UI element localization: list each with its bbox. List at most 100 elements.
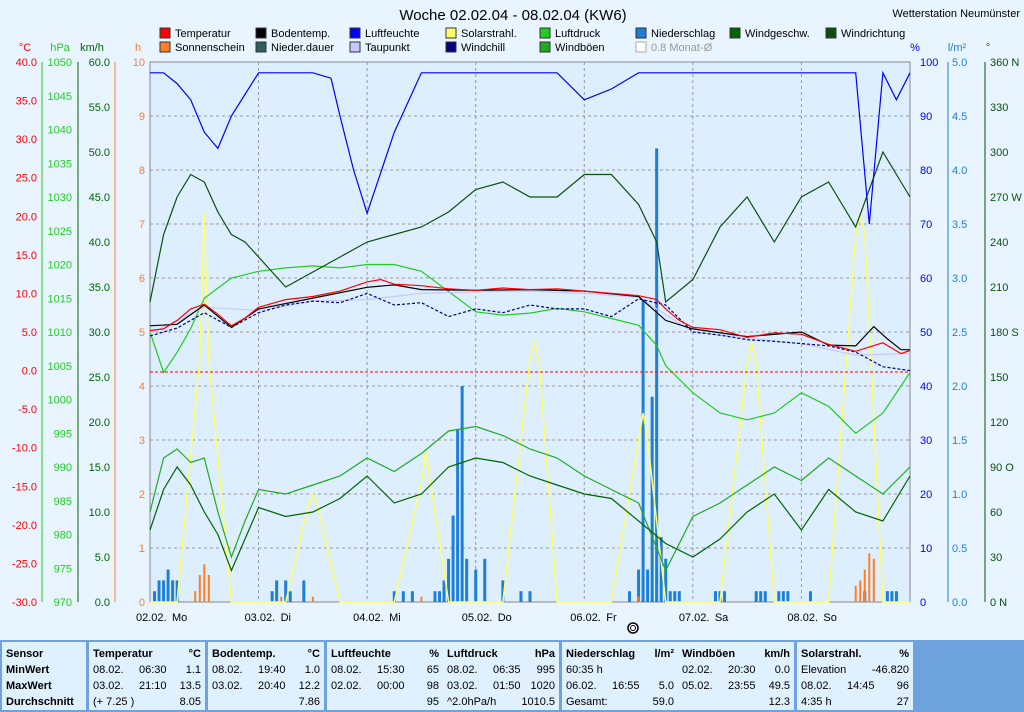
legend-item: Windrichtung: [825, 27, 905, 40]
stats-row-min: MinWert: [6, 664, 50, 676]
bar-niederschlag: [451, 515, 455, 602]
x-tick-label: 02.02.: [136, 612, 167, 624]
humidity-unit-label: %: [910, 42, 920, 54]
legend-swatch: [635, 41, 647, 53]
bar-niederschlag: [284, 580, 288, 602]
dir-tick-label: 240: [990, 237, 1008, 249]
rain-tick-label: 1.5: [952, 435, 967, 447]
bar-niederschlag: [759, 591, 763, 602]
bar-niederschlag: [474, 569, 478, 602]
bar-niederschlag: [650, 396, 654, 602]
bar-sonnenschein: [311, 596, 314, 602]
legend-swatch: [539, 41, 551, 53]
stats-cell-value: 1010.5: [521, 696, 555, 708]
stats-cell-date: 03.02.: [93, 680, 124, 692]
stats-column: Luftdruck hPa 08.02. 06:35 995 03.02. 01:50 102…: [443, 642, 559, 710]
stats-cell-time: (+ 7.25 ): [93, 696, 135, 708]
legend-swatch: [539, 27, 551, 39]
bar-niederschlag: [668, 591, 672, 602]
x-tick-label: 05.02.: [462, 612, 493, 624]
stats-row: 03.02. 21:10 13.5: [93, 678, 201, 694]
legend-label: Temperatur: [175, 28, 231, 40]
bar-sonnenschein: [194, 591, 197, 602]
stats-cell-time: 23:55: [728, 680, 756, 692]
hours-tick-label: 9: [139, 111, 145, 123]
stats-cell-date: 05.02.: [682, 680, 713, 692]
legend-label: Solarstrahl.: [461, 28, 517, 40]
bar-niederschlag: [447, 558, 451, 602]
pressure-tick-label: 1045: [48, 91, 72, 103]
hours-tick-label: 6: [139, 273, 145, 285]
humidity-tick-label: 90: [920, 111, 932, 123]
pressure-tick-label: 1025: [48, 226, 72, 238]
stats-cell-time: ^2.0hPa/h: [447, 696, 497, 708]
bar-niederschlag: [655, 148, 659, 602]
stats-header-sensor: Sensor: [6, 648, 44, 660]
legend-item: Windchill: [445, 41, 505, 54]
wind-tick-label: 5.0: [95, 552, 110, 564]
bar-sonnenschein: [280, 596, 283, 602]
stats-row: 02.02. 00:00 98: [331, 678, 439, 694]
stats-row: 03.02. 01:50 1020: [447, 678, 555, 694]
humidity-tick-label: 20: [920, 489, 932, 501]
stats-column-name: Luftfeuchte: [331, 648, 391, 660]
hours-tick-label: 8: [139, 165, 145, 177]
pressure-tick-label: 1010: [48, 327, 72, 339]
legend-item: Taupunkt: [349, 41, 410, 54]
bar-niederschlag: [664, 558, 668, 602]
bar-niederschlag: [885, 591, 889, 602]
stats-column-name: Temperatur: [93, 648, 153, 660]
rain-tick-label: 2.5: [952, 327, 967, 339]
hours-tick-label: 5: [139, 327, 145, 339]
wind-tick-label: 35.0: [89, 282, 110, 294]
stats-cell-date: 02.02.: [682, 664, 713, 676]
temp-tick-label: -20.0: [12, 520, 37, 532]
stats-cell-value: 7.86: [298, 696, 320, 708]
x-tick-label: Sa: [715, 612, 729, 624]
legend-swatch: [445, 41, 457, 53]
bar-niederschlag: [171, 580, 175, 602]
bar-sonnenschein: [872, 558, 875, 602]
stats-row: 05.02. 23:55 49.5: [682, 678, 790, 694]
stats-row: 08.02. 06:35 995: [447, 662, 555, 678]
axis-unit-labels: °C hPa km/h h % l/m² °: [19, 42, 990, 54]
humidity-tick-label: 70: [920, 219, 932, 231]
temp-tick-label: 20.0: [16, 211, 37, 223]
rain-tick-label: 0.0: [952, 597, 967, 609]
bar-sonnenschein: [420, 596, 423, 602]
stats-row: 4:35 h 27: [801, 694, 909, 710]
bar-niederschlag: [894, 591, 898, 602]
stats-row: 02.02. 20:30 0.0: [682, 662, 790, 678]
wind-tick-label: 50.0: [89, 147, 110, 159]
stats-cell-date: 08.02.: [447, 664, 478, 676]
bars: [153, 148, 898, 602]
pressure-tick-label: 975: [54, 563, 72, 575]
pressure-tick-label: 1020: [48, 260, 72, 272]
wind-tick-label: 10.0: [89, 507, 110, 519]
legend-label: Bodentemp.: [271, 28, 330, 40]
temp-tick-label: 0.0: [22, 366, 37, 378]
series-line: [149, 278, 911, 355]
wind-tick-label: 40.0: [89, 237, 110, 249]
bar-niederschlag: [483, 558, 487, 602]
stats-column: Solarstrahl.% Elevation -46.820 08.02. 14:45…: [797, 642, 913, 710]
hours-tick-label: 2: [139, 489, 145, 501]
x-tick-label: Fr: [606, 612, 617, 624]
temp-tick-label: 35.0: [16, 96, 37, 108]
bar-niederschlag: [153, 591, 157, 602]
stats-row: Elevation -46.820: [801, 662, 909, 678]
hours-tick-label: 4: [139, 381, 145, 393]
stats-column-unit: km/h: [764, 648, 790, 660]
bar-niederschlag: [433, 591, 437, 602]
rain-unit-label: l/m²: [948, 42, 967, 54]
stats-cell-value: 1020: [530, 680, 555, 692]
bar-niederschlag: [275, 580, 279, 602]
humidity-tick-label: 50: [920, 327, 932, 339]
series-line: [149, 457, 911, 573]
humidity-tick-label: 60: [920, 273, 932, 285]
x-tick-label: 08.02.: [787, 612, 818, 624]
legend-swatch: [349, 27, 361, 39]
stats-row: ^2.0hPa/h 1010.5: [447, 694, 555, 710]
bar-niederschlag: [777, 591, 781, 602]
legend-label: Sonnenschein: [175, 42, 245, 54]
